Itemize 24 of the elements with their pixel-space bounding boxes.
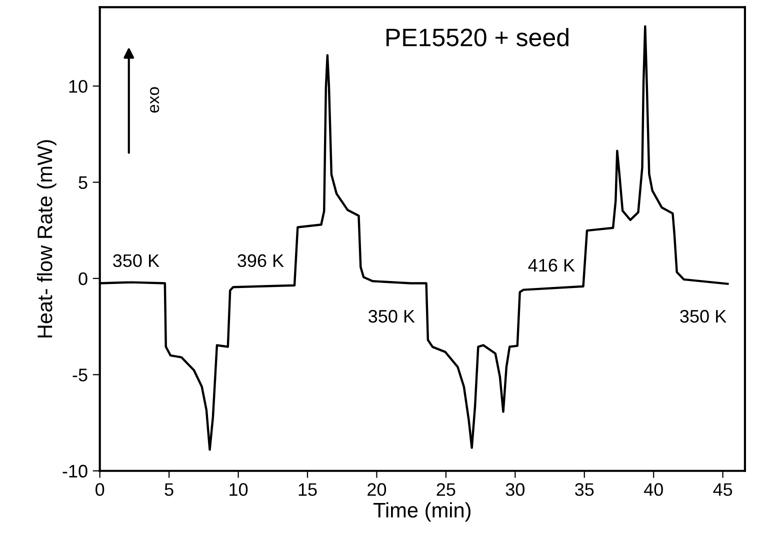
x-tick-label: 30: [506, 483, 524, 496]
x-tick-label: 45: [713, 483, 732, 496]
annotation: 350 K: [113, 254, 160, 268]
annotation: 350 K: [680, 310, 726, 323]
annotation: 350 K: [368, 310, 415, 323]
y-tick-label: 0: [78, 272, 88, 286]
x-tick-label: 15: [298, 483, 317, 496]
x-axis-title: Time (min): [374, 502, 470, 522]
x-tick-label: 40: [644, 483, 663, 496]
annotation: exo: [150, 87, 160, 113]
x-tick-label: 10: [230, 483, 248, 496]
y-tick-label: -10: [62, 464, 88, 478]
annotation: 396 K: [238, 254, 284, 268]
y-tick-label: 5: [78, 176, 88, 189]
x-tick-label: 0: [96, 483, 104, 496]
x-tick-label: 20: [368, 483, 386, 496]
x-tick-label: 35: [575, 483, 594, 496]
text: PE15520 + seed: [386, 28, 568, 46]
annotation: 416 K: [528, 258, 575, 272]
x-tick-label: 5: [164, 483, 174, 496]
y-tick-label: 10: [69, 80, 88, 93]
y-axis-title: Heat- flow Rate (mW): [36, 140, 56, 338]
y-tick-label: -5: [72, 368, 88, 382]
x-tick-label: 25: [436, 483, 456, 496]
